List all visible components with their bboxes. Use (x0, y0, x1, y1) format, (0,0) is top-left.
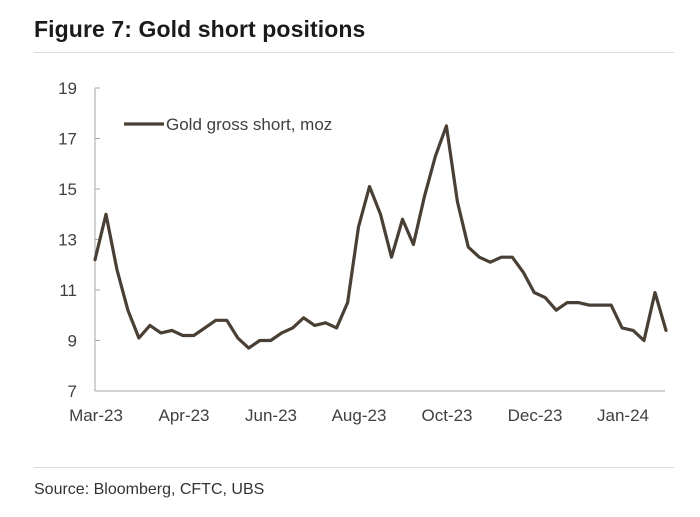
chart-axes (94, 87, 665, 392)
series-line-gold-gross-short (93, 124, 668, 350)
y-axis-labels: 7 9 11 13 15 17 19 (58, 79, 77, 401)
x-tick-label: Jun-23 (245, 406, 297, 425)
x-tick-label: Dec-23 (508, 406, 563, 425)
x-tick-label: Mar-23 (69, 406, 123, 425)
y-tick-label: 9 (68, 332, 77, 351)
y-tick-label: 15 (58, 180, 77, 199)
y-tick-label: 13 (58, 231, 77, 250)
legend-label: Gold gross short, moz (166, 115, 332, 134)
footer-divider (34, 467, 674, 468)
legend: Gold gross short, moz (124, 115, 332, 134)
y-tick-label: 7 (68, 382, 77, 401)
chart-title: Figure 7: Gold short positions (34, 16, 366, 42)
x-axis-labels: Mar-23 Apr-23 Jun-23 Aug-23 Oct-23 Dec-23 Jan-… (69, 406, 649, 425)
line-chart: 7 9 11 13 15 17 19 Mar-23 Apr-23 Jun-23 Aug-23 Oct… (58, 79, 668, 425)
series-group (93, 124, 668, 350)
y-tick-label: 17 (58, 130, 77, 149)
x-tick-label: Aug-23 (332, 406, 387, 425)
x-tick-label: Jan-24 (597, 406, 649, 425)
x-tick-label: Apr-23 (158, 406, 209, 425)
title-divider (34, 52, 674, 53)
y-tick-label: 19 (58, 79, 77, 98)
x-tick-label: Oct-23 (421, 406, 472, 425)
source-note: Source: Bloomberg, CFTC, UBS (34, 481, 265, 498)
y-tick-label: 11 (59, 281, 77, 300)
